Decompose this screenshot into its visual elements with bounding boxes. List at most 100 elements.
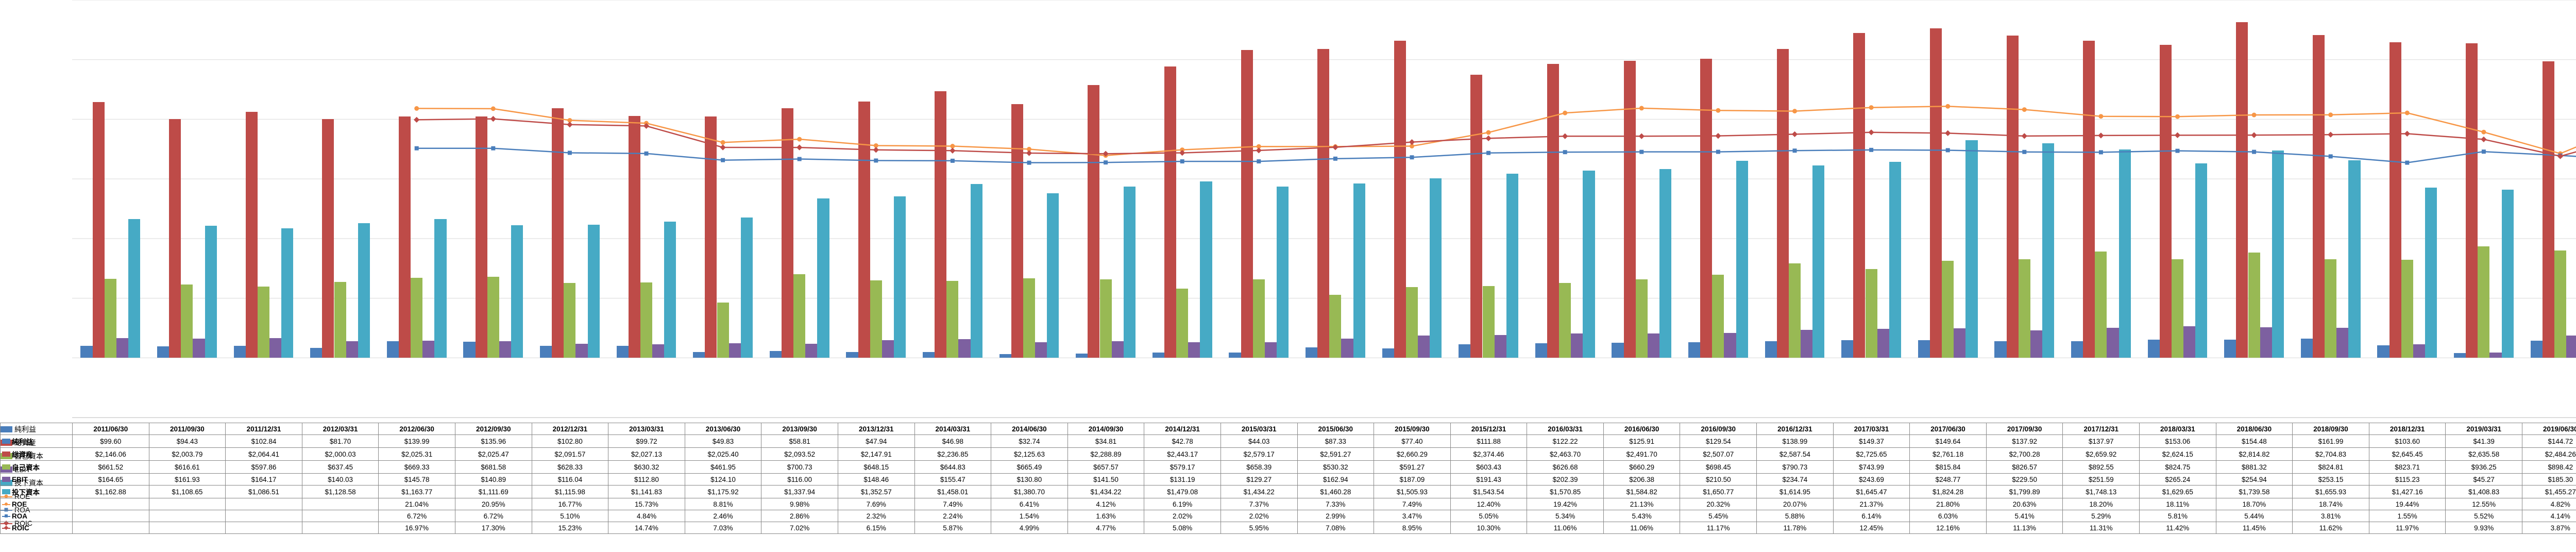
row-header-net_income: 純利益 — [1, 435, 73, 448]
cell — [73, 522, 149, 534]
cell: 7.08% — [1297, 522, 1374, 534]
period-header: 2014/06/30 — [991, 423, 1068, 435]
cell: 16.97% — [379, 522, 455, 534]
cell: $251.59 — [2063, 474, 2140, 486]
cell: $125.91 — [1603, 435, 1680, 448]
period-header: 2016/06/30 — [1603, 423, 1680, 435]
cell: $131.19 — [1144, 474, 1221, 486]
cell: $111.88 — [1450, 435, 1527, 448]
cell: $1,337.94 — [761, 486, 838, 498]
cell: $99.60 — [73, 435, 149, 448]
cell: $2,491.70 — [1603, 448, 1680, 461]
row-header-invested_capital: 投下資本 — [1, 486, 73, 498]
combo-chart: ($500)$0$500$1,000$1,500$2,000$2,500$3,0… — [72, 0, 2576, 418]
cell: 21.80% — [1910, 498, 1987, 510]
cell: $1,460.28 — [1297, 486, 1374, 498]
cell: $2,443.17 — [1144, 448, 1221, 461]
cell: $1,645.47 — [1833, 486, 1910, 498]
cell: $144.72 — [2522, 435, 2576, 448]
cell: $1,458.01 — [914, 486, 991, 498]
period-header: 2013/12/31 — [838, 423, 914, 435]
period-header: 2015/03/31 — [1221, 423, 1297, 435]
cell: $135.96 — [455, 435, 532, 448]
cell: $265.24 — [2140, 474, 2216, 486]
cell: 2.24% — [914, 510, 991, 522]
cell: 11.78% — [1757, 522, 1834, 534]
cell: $116.00 — [761, 474, 838, 486]
cell: $2,587.54 — [1757, 448, 1834, 461]
cell: $1,162.88 — [73, 486, 149, 498]
cell: $1,543.54 — [1450, 486, 1527, 498]
cell: $1,824.28 — [1910, 486, 1987, 498]
cell: 1.63% — [1067, 510, 1144, 522]
cell: 2.99% — [1297, 510, 1374, 522]
cell: $164.65 — [73, 474, 149, 486]
cell: 6.15% — [838, 522, 914, 534]
cell: $44.03 — [1221, 435, 1297, 448]
cell: 18.74% — [2293, 498, 2369, 510]
cell: 12.55% — [2446, 498, 2522, 510]
period-header: 2017/03/31 — [1833, 423, 1910, 435]
cell: $626.68 — [1527, 461, 1604, 474]
cell: 3.87% — [2522, 522, 2576, 534]
table-row-net_income: 純利益$99.60$94.43$102.84$81.70$139.99$135.… — [1, 435, 2576, 448]
cell: 18.70% — [2216, 498, 2293, 510]
cell: $665.49 — [991, 461, 1068, 474]
cell: 17.30% — [455, 522, 532, 534]
cell: $34.81 — [1067, 435, 1144, 448]
period-header: 2011/06/30 — [73, 423, 149, 435]
cell: 4.99% — [991, 522, 1068, 534]
cell: $1,479.08 — [1144, 486, 1221, 498]
cell: $2,236.85 — [914, 448, 991, 461]
cell: 5.41% — [1986, 510, 2063, 522]
period-header: 2011/09/30 — [149, 423, 226, 435]
cell: 5.52% — [2446, 510, 2522, 522]
cell: $148.46 — [838, 474, 914, 486]
cell: $743.99 — [1833, 461, 1910, 474]
period-header: 2011/12/31 — [226, 423, 302, 435]
cell: $2,003.79 — [149, 448, 226, 461]
row-header-roa: ROA — [1, 510, 73, 522]
cell: $657.57 — [1067, 461, 1144, 474]
cell: $823.71 — [2369, 461, 2446, 474]
cell: $1,655.93 — [2293, 486, 2369, 498]
table-row-total_assets: 総資産$2,146.06$2,003.79$2,064.41$2,000.03$… — [1, 448, 2576, 461]
table-row-invested_capital: 投下資本$1,162.88$1,108.65$1,086.51$1,128.58… — [1, 486, 2576, 498]
cell: $660.29 — [1603, 461, 1680, 474]
row-header-roe: ROE — [1, 498, 73, 510]
cell: $1,434.22 — [1067, 486, 1144, 498]
period-header: 2013/03/31 — [608, 423, 685, 435]
cell: 4.84% — [608, 510, 685, 522]
table-row-equity: 自己資本$661.52$616.61$597.86$637.45$669.33$… — [1, 461, 2576, 474]
cell: $94.43 — [149, 435, 226, 448]
cell: 5.81% — [2140, 510, 2216, 522]
cell: $129.54 — [1680, 435, 1757, 448]
cell: $1,748.13 — [2063, 486, 2140, 498]
cell: $116.04 — [532, 474, 608, 486]
cell: 11.62% — [2293, 522, 2369, 534]
cell: 5.10% — [532, 510, 608, 522]
cell: $1,799.89 — [1986, 486, 2063, 498]
cell: $2,814.82 — [2216, 448, 2293, 461]
cell — [149, 510, 226, 522]
cell: $112.80 — [608, 474, 685, 486]
cell — [226, 510, 302, 522]
cell: $45.27 — [2446, 474, 2522, 486]
cell: $77.40 — [1374, 435, 1451, 448]
cell: 11.06% — [1527, 522, 1604, 534]
cell: 11.13% — [1986, 522, 2063, 534]
cell: $616.61 — [149, 461, 226, 474]
cell: $2,725.65 — [1833, 448, 1910, 461]
cell: $2,146.06 — [73, 448, 149, 461]
cell: $658.39 — [1221, 461, 1297, 474]
table-row-roic: ROIC16.97%17.30%15.23%14.74%7.03%7.02%6.… — [1, 522, 2576, 534]
cell: $87.33 — [1297, 435, 1374, 448]
cell — [73, 510, 149, 522]
cell: 7.03% — [685, 522, 761, 534]
cell — [302, 522, 379, 534]
cell: $1,163.77 — [379, 486, 455, 498]
cell: 6.72% — [379, 510, 455, 522]
cell — [302, 510, 379, 522]
cell: $122.22 — [1527, 435, 1604, 448]
cell: 12.40% — [1450, 498, 1527, 510]
